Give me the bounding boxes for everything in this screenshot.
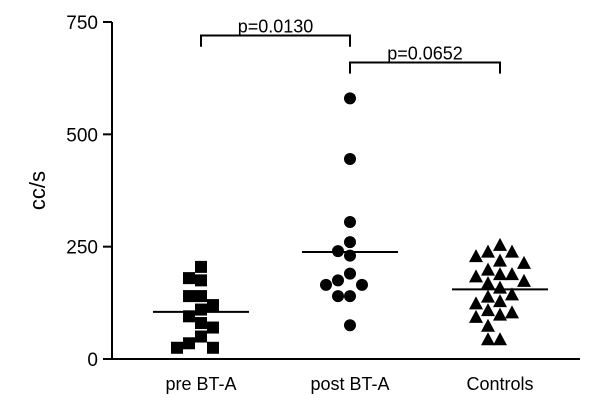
point-triangle <box>469 249 483 263</box>
point-circle <box>332 290 344 303</box>
point-triangle <box>493 237 507 251</box>
point-square <box>195 330 207 343</box>
point-triangle <box>493 332 507 346</box>
point-triangle <box>505 244 519 258</box>
y-tick-label: 500 <box>66 125 98 146</box>
data-points <box>171 92 531 354</box>
point-square <box>195 317 207 330</box>
y-tick-label: 250 <box>66 238 98 259</box>
point-triangle <box>493 280 507 294</box>
significance-bracket <box>349 61 501 74</box>
point-triangle <box>481 276 495 290</box>
point-square <box>183 290 195 303</box>
point-triangle <box>481 289 495 303</box>
point-circle <box>344 92 356 105</box>
point-square <box>207 299 219 312</box>
point-triangle <box>517 273 531 287</box>
point-triangle <box>481 318 495 332</box>
point-triangle <box>493 307 507 321</box>
point-triangle <box>481 332 495 346</box>
point-circle <box>344 267 356 280</box>
point-triangle <box>469 309 483 323</box>
point-square <box>207 321 219 334</box>
y-axis-label: cc/s <box>25 171 50 210</box>
point-square <box>195 290 207 303</box>
p-value-label: p=0.0130 <box>238 16 314 36</box>
point-triangle <box>517 255 531 269</box>
x-category-label: Controls <box>466 374 533 394</box>
y-ticks: 0 250 500 750 <box>66 13 112 371</box>
point-square <box>207 341 219 354</box>
point-square <box>183 337 195 350</box>
y-tick-label: 750 <box>66 13 98 34</box>
point-triangle <box>505 305 519 319</box>
point-circle <box>356 278 368 291</box>
point-triangle <box>469 269 483 283</box>
point-circle <box>344 215 356 228</box>
significance-bracket <box>200 34 351 47</box>
point-circle <box>344 153 356 166</box>
point-square <box>171 341 183 354</box>
significance-annotations: p=0.0130 p=0.0652 <box>200 16 501 74</box>
point-square <box>183 310 195 323</box>
axes: pre BT-A post BT-A Controls <box>111 22 580 394</box>
point-circle <box>344 319 356 332</box>
point-triangle <box>481 262 495 276</box>
x-category-label: post BT-A <box>310 374 389 394</box>
point-triangle <box>481 244 495 258</box>
point-triangle <box>481 303 495 317</box>
p-value-label: p=0.0652 <box>387 43 463 63</box>
point-circle <box>344 236 356 249</box>
point-square <box>195 260 207 273</box>
point-circle <box>332 274 344 287</box>
point-triangle <box>493 267 507 281</box>
point-square <box>195 274 207 287</box>
point-square <box>183 272 195 285</box>
point-triangle <box>469 296 483 310</box>
point-circle <box>344 290 356 303</box>
point-triangle <box>493 253 507 267</box>
point-circle <box>320 278 332 291</box>
median-lines <box>153 251 548 313</box>
point-triangle <box>505 287 519 301</box>
point-triangle <box>493 294 507 308</box>
y-tick-label: 0 <box>87 350 98 371</box>
point-square <box>195 303 207 316</box>
x-category-label: pre BT-A <box>165 374 236 394</box>
point-triangle <box>505 267 519 281</box>
